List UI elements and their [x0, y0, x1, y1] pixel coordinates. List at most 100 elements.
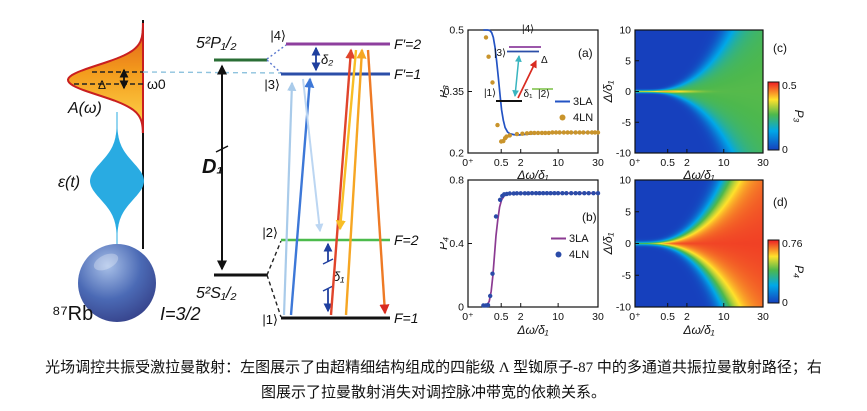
series-dot-4LN — [591, 191, 596, 196]
x-tick-label: 0.5 — [660, 311, 675, 323]
y-axis-label: P₃ — [440, 85, 450, 98]
y-tick-label: 10 — [619, 175, 631, 187]
panel-letter-d: (d) — [773, 195, 788, 209]
colorbar-c — [767, 81, 780, 151]
delta1-upper-break-tick — [322, 258, 334, 265]
inset-delta-label: Δ — [541, 55, 548, 66]
panel-letter-c: (c) — [773, 41, 787, 55]
colorbar-title: P₃ — [792, 110, 806, 123]
series-dot-4LN — [485, 302, 491, 308]
x-tick-label: 10 — [552, 157, 564, 169]
panel-letter-a: (a) — [578, 46, 593, 60]
x-tick-label: 0.5 — [660, 157, 675, 169]
series-dot-4LN — [585, 130, 590, 135]
atom-sphere — [78, 244, 156, 322]
caption-line-1: 光场调控共振受激拉曼散射：左图展示了由超精细结构组成的四能级 Λ 型铷原子-87… — [45, 360, 822, 376]
omega0-label: ω0 — [147, 76, 166, 92]
p-state-label: 5²P₁/₂ — [196, 35, 237, 52]
series-dot-4LN — [544, 191, 550, 196]
x-tick-label: 0⁺ — [462, 311, 474, 323]
y-tick-label: 0.8 — [449, 175, 464, 187]
f1-prime-label: F′=1 — [394, 66, 421, 82]
delta-label: Δ — [98, 78, 106, 92]
y-tick-label: 0.35 — [444, 86, 465, 98]
d1-break-tick — [215, 145, 229, 153]
series-dot-4LN — [561, 130, 566, 135]
x-tick-label: 10 — [552, 311, 564, 323]
x-tick-label: 2 — [518, 157, 524, 169]
s-state-label: 5²S₁/₂ — [196, 285, 237, 302]
level-diagram: Δ ω0 A(ω) ε(t) ⁸⁷Rb I=3/2 5²P₁/₂ D₁ 5²S₁… — [52, 20, 421, 327]
f2-prime-label: F′=2 — [394, 36, 421, 52]
x-axis-label: Δω/δ₁ — [682, 168, 714, 182]
series-dot-4LN — [541, 191, 546, 196]
series-dot-4LN — [504, 134, 509, 139]
legend-label-3LA: 3LA — [573, 96, 593, 108]
x-tick-label: 0⁺ — [629, 311, 641, 323]
series-dot-4LN — [526, 191, 531, 196]
series-dot-4LN — [507, 191, 512, 196]
x-tick-label: 2 — [684, 157, 690, 169]
f1-label: F=1 — [394, 310, 419, 326]
series-dot-4LN — [486, 54, 491, 59]
series-dot-4LN — [589, 130, 595, 135]
stokes-arrow-orange — [366, 49, 390, 315]
atom-label: ⁸⁷Rb — [52, 303, 93, 325]
y-tick-label: -10 — [616, 302, 631, 314]
series-dot-4LN — [565, 130, 570, 135]
inset-ket-1: |1⟩ — [484, 88, 496, 99]
pulse-label: ε(t) — [58, 174, 80, 191]
pulse-envelope — [90, 112, 144, 247]
colorbar-max-label: 0.76 — [782, 238, 803, 250]
y-tick-label: 5 — [625, 55, 631, 67]
ket-2-label: |2⟩ — [262, 225, 278, 240]
series-dot-4LN — [514, 191, 520, 196]
legend-label-3LA: 3LA — [569, 233, 589, 245]
series-dot-4LN — [488, 293, 493, 299]
x-tick-label: 2 — [684, 311, 690, 323]
series-dot-4LN — [555, 191, 561, 196]
series-dot-4LN — [533, 191, 539, 196]
series-dot-4LN — [548, 191, 553, 196]
series-dot-4LN — [595, 191, 601, 196]
series-dot-4LN — [507, 133, 512, 138]
inset-ket-2: |2⟩ — [538, 89, 550, 100]
d1-label: D₁ — [202, 156, 223, 178]
plots-area: 0⁺ 0.5 2 10 30 0.2 0.35 0.5 Δω/δ₁ P₃ (a) 3LA 4LN |4⟩ |… — [440, 0, 867, 355]
colorbar-min-label: 0 — [782, 144, 788, 156]
series-dot-4LN — [529, 191, 535, 196]
pump-arrow-lightblue — [282, 81, 297, 316]
y-tick-label: 0.2 — [449, 148, 464, 160]
y-tick-label: -5 — [622, 270, 631, 282]
sphere-highlight — [93, 253, 119, 271]
pump-arrow-red — [329, 48, 356, 316]
colorbar-max-label: 0.5 — [782, 80, 797, 92]
inset-ket-4: |4⟩ — [522, 24, 534, 35]
y-tick-label: 0 — [625, 86, 631, 98]
inset-ket-3: |3⟩ — [494, 48, 506, 59]
series-dot-4LN — [546, 130, 551, 136]
series-dot-4LN — [520, 131, 525, 136]
legend-label-4LN: 4LN — [573, 112, 593, 124]
series-dot-4LN — [483, 35, 489, 40]
y-axis-label: Δ/δ₁ — [601, 80, 615, 103]
series-dot-4LN — [535, 130, 541, 136]
series-dot-4LN — [550, 130, 555, 135]
series-dot-4LN — [552, 191, 557, 196]
y-tick-label: 0.5 — [449, 25, 464, 37]
x-tick-label: 0.5 — [494, 157, 509, 169]
heatmap-d — [635, 180, 763, 307]
series-dot-4LN — [537, 191, 542, 196]
x-axis-label: Δω/δ₁ — [682, 323, 714, 337]
x-tick-label: 30 — [592, 311, 604, 323]
stokes-arrow-yellow — [335, 49, 358, 231]
series-dot-4LN — [514, 131, 520, 137]
series-dot-4LN — [522, 191, 527, 196]
raman-transition-arrows — [282, 48, 390, 316]
s-split-connector-upper — [266, 240, 282, 276]
spectrum-label: A(ω) — [67, 100, 102, 117]
series-dot-4LN — [495, 122, 500, 128]
series-dot-4LN — [490, 271, 495, 276]
inset-delta1-label: δ₁ — [524, 89, 534, 100]
series-dot-4LN — [490, 80, 495, 85]
